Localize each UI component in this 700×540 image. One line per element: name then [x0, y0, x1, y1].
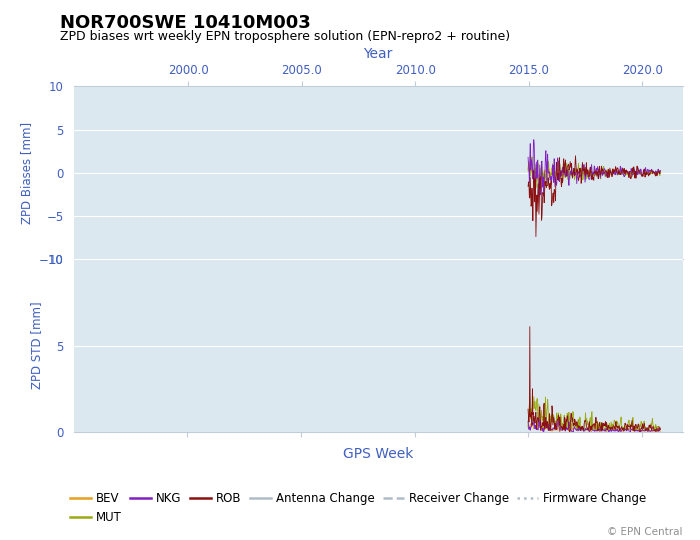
Legend: BEV, MUT, NKG, ROB, Antenna Change, Receiver Change, Firmware Change: BEV, MUT, NKG, ROB, Antenna Change, Rece…	[65, 487, 651, 529]
Y-axis label: ZPD Biases [mm]: ZPD Biases [mm]	[20, 122, 34, 224]
Text: ZPD biases wrt weekly EPN troposphere solution (EPN-repro2 + routine): ZPD biases wrt weekly EPN troposphere so…	[60, 30, 510, 43]
Text: © EPN Central: © EPN Central	[607, 527, 682, 537]
Y-axis label: ZPD STD [mm]: ZPD STD [mm]	[30, 302, 43, 389]
X-axis label: GPS Week: GPS Week	[343, 447, 413, 461]
Text: NOR700SWE 10410M003: NOR700SWE 10410M003	[60, 14, 310, 31]
X-axis label: Year: Year	[363, 47, 393, 61]
